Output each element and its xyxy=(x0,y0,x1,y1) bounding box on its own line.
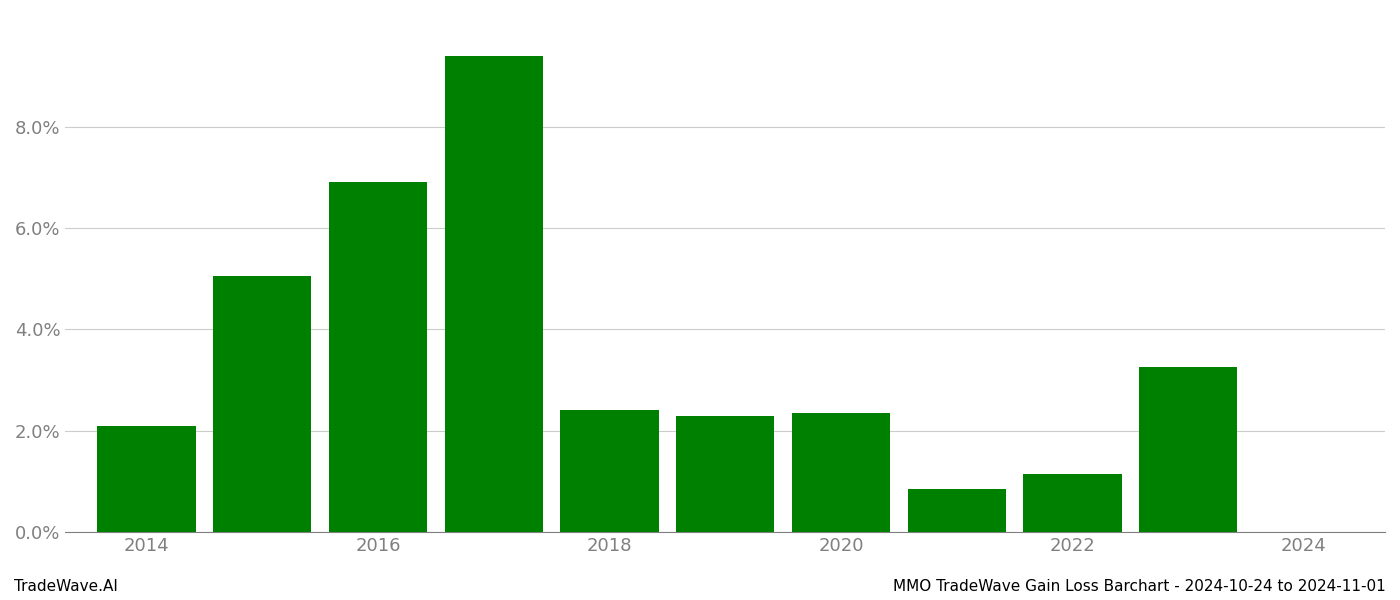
Bar xyxy=(98,425,196,532)
Text: TradeWave.AI: TradeWave.AI xyxy=(14,579,118,594)
Bar xyxy=(1023,474,1121,532)
Bar xyxy=(676,416,774,532)
Bar xyxy=(792,413,890,532)
Bar xyxy=(560,410,658,532)
Bar xyxy=(445,56,543,532)
Bar xyxy=(329,182,427,532)
Bar xyxy=(907,489,1007,532)
Bar xyxy=(1140,367,1238,532)
Text: MMO TradeWave Gain Loss Barchart - 2024-10-24 to 2024-11-01: MMO TradeWave Gain Loss Barchart - 2024-… xyxy=(893,579,1386,594)
Bar xyxy=(213,276,311,532)
